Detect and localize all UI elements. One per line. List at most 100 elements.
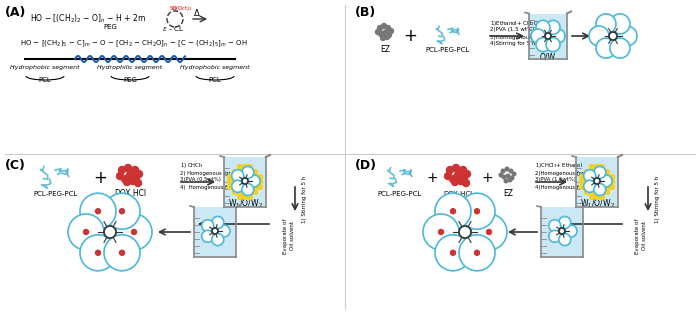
Circle shape — [502, 175, 506, 179]
Text: +: + — [426, 171, 438, 185]
Circle shape — [248, 190, 253, 194]
Circle shape — [132, 175, 139, 181]
Circle shape — [237, 185, 242, 190]
Circle shape — [504, 179, 508, 183]
Circle shape — [242, 180, 248, 185]
Text: +: + — [93, 169, 107, 187]
Circle shape — [130, 177, 136, 185]
Circle shape — [258, 185, 262, 190]
Circle shape — [559, 216, 570, 229]
Text: 3)PVA (1.5wt%): 3)PVA (1.5wt%) — [535, 177, 576, 182]
Text: PCL-PEG-PCL: PCL-PEG-PCL — [33, 191, 77, 197]
Text: Sn(Oct)$_2$: Sn(Oct)$_2$ — [169, 4, 193, 13]
Circle shape — [605, 180, 610, 185]
Circle shape — [123, 178, 130, 186]
Circle shape — [459, 226, 471, 238]
Circle shape — [531, 29, 545, 43]
Circle shape — [599, 185, 605, 190]
Text: Evaporate of: Evaporate of — [636, 218, 640, 254]
Text: EZ: EZ — [503, 189, 513, 198]
Circle shape — [237, 180, 242, 185]
Circle shape — [444, 172, 452, 180]
Circle shape — [132, 166, 139, 174]
Circle shape — [510, 176, 514, 180]
Circle shape — [589, 170, 594, 175]
Circle shape — [218, 225, 230, 237]
Circle shape — [122, 176, 129, 182]
Bar — [576, 157, 618, 207]
Circle shape — [594, 175, 599, 180]
Text: Hydrophobic segment: Hydrophobic segment — [180, 65, 250, 70]
Circle shape — [594, 180, 599, 185]
Text: PCL: PCL — [38, 77, 51, 83]
Circle shape — [589, 180, 594, 185]
Circle shape — [202, 230, 214, 242]
Circle shape — [499, 173, 503, 177]
Circle shape — [125, 165, 132, 171]
Circle shape — [381, 35, 386, 41]
Circle shape — [451, 209, 456, 214]
Text: 1)CHCl$_3$+ Ethanol: 1)CHCl$_3$+ Ethanol — [535, 161, 583, 171]
Circle shape — [599, 180, 605, 185]
Circle shape — [549, 220, 561, 232]
Circle shape — [509, 169, 513, 173]
Circle shape — [389, 29, 393, 34]
Circle shape — [232, 170, 244, 182]
Circle shape — [610, 38, 630, 58]
Circle shape — [486, 230, 491, 235]
Circle shape — [589, 185, 594, 190]
Circle shape — [596, 14, 616, 34]
Text: (B): (B) — [355, 6, 377, 19]
Circle shape — [253, 175, 258, 180]
Text: Hydrophobic segment: Hydrophobic segment — [10, 65, 80, 70]
Circle shape — [461, 175, 468, 181]
Circle shape — [136, 171, 143, 177]
Circle shape — [605, 170, 610, 175]
Circle shape — [584, 185, 589, 190]
Circle shape — [454, 171, 461, 178]
Circle shape — [379, 31, 384, 36]
Circle shape — [104, 193, 140, 229]
Circle shape — [599, 175, 605, 180]
Circle shape — [549, 230, 561, 242]
Text: Oil solvent: Oil solvent — [643, 221, 648, 251]
Circle shape — [449, 176, 456, 182]
Circle shape — [242, 170, 248, 175]
Text: Evaporate of: Evaporate of — [283, 218, 288, 254]
Text: 2) Homogenous for 3 min: 2) Homogenous for 3 min — [180, 171, 247, 176]
Circle shape — [248, 175, 253, 180]
Circle shape — [508, 178, 512, 182]
Circle shape — [605, 190, 610, 194]
Circle shape — [253, 180, 258, 185]
Circle shape — [600, 175, 612, 187]
Text: PCL: PCL — [209, 77, 221, 83]
Text: 3)PVA (0.5wt%): 3)PVA (0.5wt%) — [180, 177, 221, 182]
Circle shape — [580, 185, 584, 190]
Text: HO $-$ [(CH$_2$)$_5$ $-$ C]$_m$ $-$ O $-$ [CH$_2$ $-$ CH$_2$O]$_n$ $-$ [C $-$ (C: HO $-$ [(CH$_2$)$_5$ $-$ C]$_m$ $-$ O $-… — [20, 39, 248, 49]
Circle shape — [475, 209, 480, 214]
Text: (D): (D) — [355, 159, 377, 172]
Circle shape — [599, 165, 605, 170]
Circle shape — [589, 26, 609, 46]
Text: O/W: O/W — [540, 52, 556, 61]
Circle shape — [104, 235, 140, 271]
Circle shape — [104, 226, 116, 238]
Text: PCL-PEG-PCL: PCL-PEG-PCL — [426, 47, 470, 53]
Circle shape — [382, 24, 386, 29]
Circle shape — [95, 250, 101, 255]
Circle shape — [253, 190, 258, 194]
Circle shape — [127, 171, 134, 178]
Circle shape — [580, 175, 584, 180]
Circle shape — [605, 175, 610, 180]
Text: PEG: PEG — [123, 77, 137, 83]
Circle shape — [594, 194, 599, 199]
Text: DOX.HCl: DOX.HCl — [443, 191, 473, 197]
Circle shape — [599, 190, 605, 194]
Circle shape — [248, 180, 253, 185]
Circle shape — [242, 190, 248, 194]
Circle shape — [459, 193, 495, 229]
Circle shape — [459, 166, 466, 174]
Circle shape — [242, 175, 248, 180]
Circle shape — [228, 175, 232, 180]
Text: O: O — [172, 6, 176, 11]
